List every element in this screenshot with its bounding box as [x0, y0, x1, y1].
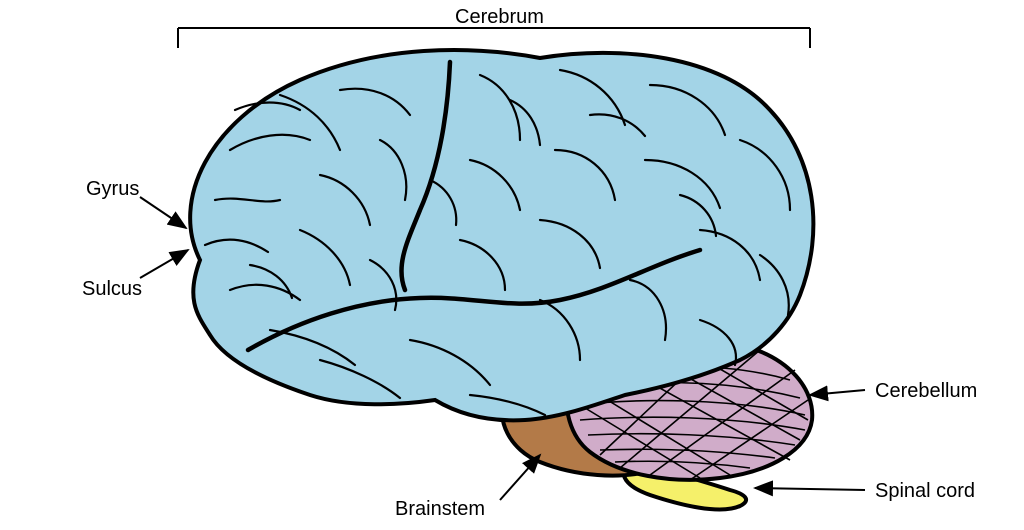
arrow-gyrus: [140, 197, 186, 228]
label-cerebrum: Cerebrum: [455, 6, 544, 29]
arrow-cerebellum: [810, 390, 865, 395]
label-spinal: Spinal cord: [875, 480, 975, 503]
label-sulcus: Sulcus: [82, 278, 142, 301]
cerebrum-shape: [190, 50, 813, 420]
label-gyrus: Gyrus: [86, 178, 139, 201]
brain-diagram: [0, 0, 1024, 530]
arrow-sulcus: [140, 250, 188, 278]
label-brainstem: Brainstem: [395, 498, 485, 521]
cerebrum-bracket: [178, 28, 810, 48]
arrow-spinal: [755, 488, 865, 490]
label-cerebellum: Cerebellum: [875, 380, 977, 403]
arrow-brainstem: [500, 455, 540, 500]
